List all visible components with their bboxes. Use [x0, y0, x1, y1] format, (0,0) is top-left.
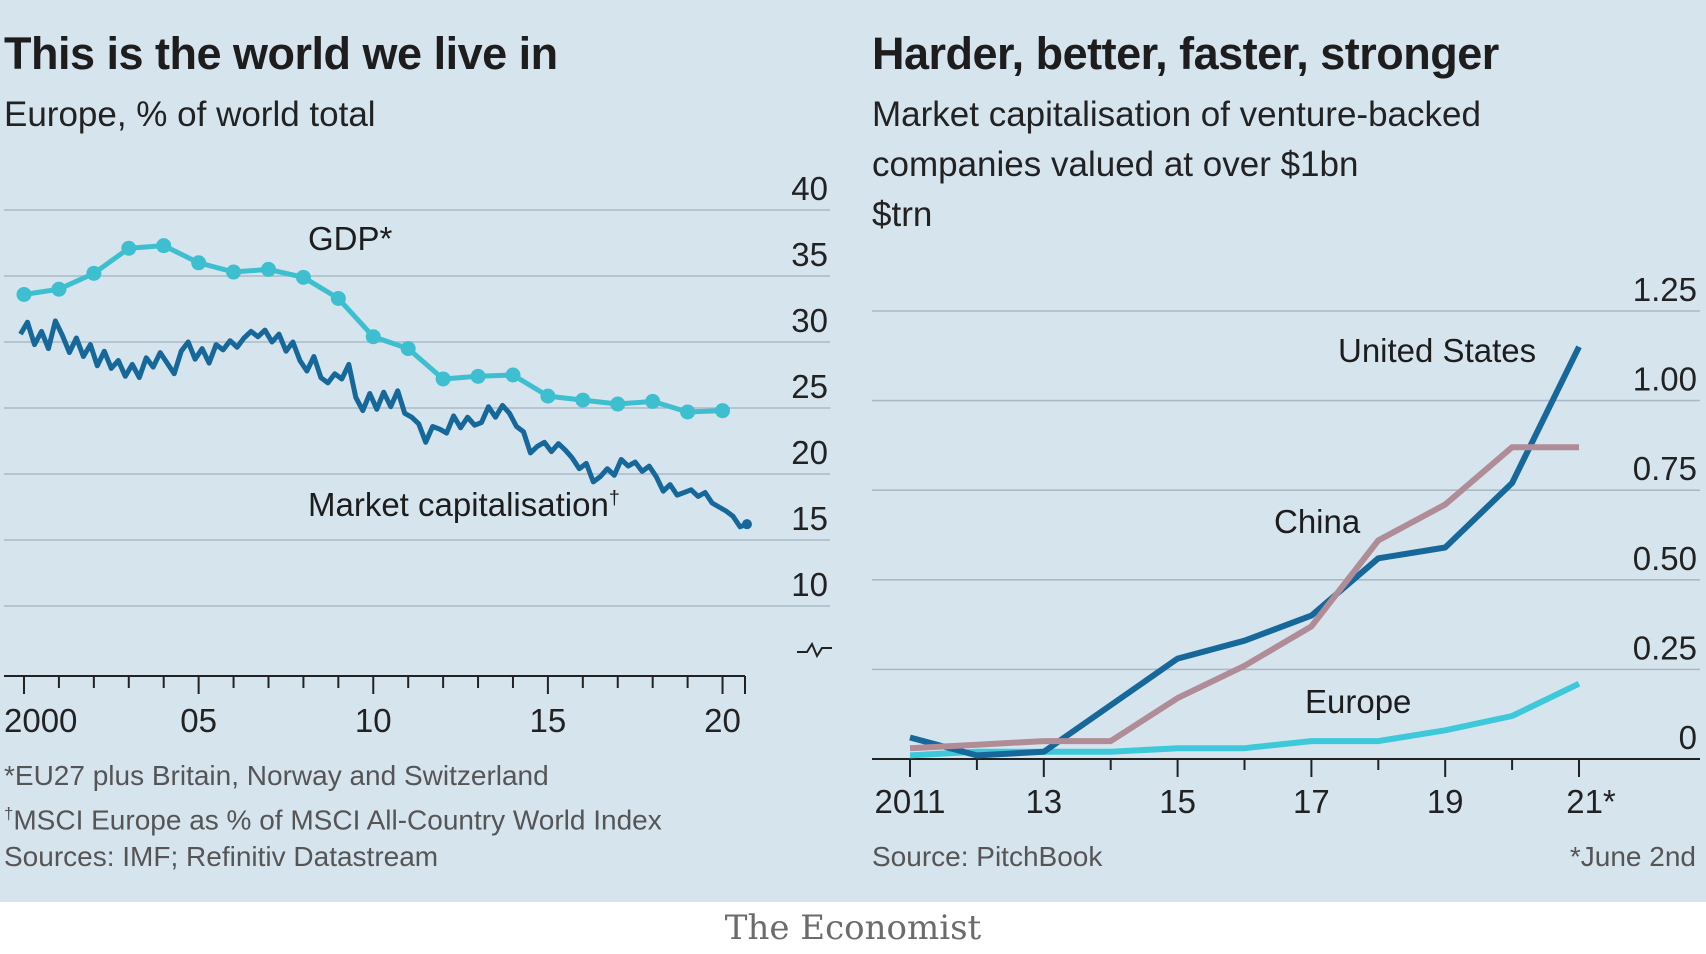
left-footnote-1: *EU27 plus Britain, Norway and Switzerla… — [4, 760, 549, 791]
left-y-tick-label: 35 — [791, 236, 828, 273]
europe-series-label: Europe — [1305, 683, 1412, 720]
gdp-line — [23, 243, 723, 415]
gdp-point — [365, 329, 381, 345]
right-source: Source: PitchBook — [872, 841, 1103, 872]
dagger-mark: † — [608, 487, 620, 509]
brand-footer: The Economist — [724, 908, 982, 948]
right-x-tick-label: 2011 — [875, 783, 946, 820]
right-x-tick-label: 17 — [1293, 783, 1330, 820]
gdp-point — [645, 393, 661, 409]
gdp-point — [295, 269, 311, 285]
gdp-series-label: GDP* — [308, 220, 393, 257]
left-x-tick-label: 15 — [530, 702, 567, 739]
left-x-tick-label: 2000 — [4, 702, 77, 739]
united-states-line — [909, 345, 1582, 759]
gdp-point — [400, 341, 416, 357]
gdp-point — [156, 238, 172, 254]
right-y-tick-label: 0.50 — [1633, 540, 1697, 577]
right-x-tick-label: 13 — [1025, 783, 1062, 820]
gdp-point — [610, 396, 626, 412]
gdp-point — [575, 392, 591, 408]
date-footnote: *June 2nd — [1569, 841, 1696, 872]
right-y-tick-label: 0.25 — [1633, 629, 1697, 666]
left-footnote-2: †MSCI Europe as % of MSCI All-Country Wo… — [4, 795, 662, 839]
left-x-tick-label: 20 — [704, 702, 741, 739]
chart-panel: 40 35 30 25 20 15 10 2000 05 10 15 20 1.25 1.00 0.75 0.… — [0, 0, 1706, 902]
gdp-point — [260, 261, 276, 277]
gdp-point — [226, 264, 242, 280]
right-chart-subtitle-line2: companies valued at over $1bn — [872, 145, 1359, 184]
right-y-tick-label: 0.75 — [1633, 450, 1697, 487]
market-cap-line — [18, 318, 748, 530]
china-series-label: China — [1274, 503, 1361, 540]
gdp-point — [435, 371, 451, 387]
chart-canvas: 40 35 30 25 20 15 10 2000 05 10 15 20 1.25 1.00 0.75 0.… — [4, 170, 1700, 820]
gdp-point — [680, 404, 696, 420]
china-line — [909, 444, 1579, 752]
gdp-point — [715, 403, 731, 419]
footnote-2-text: MSCI Europe as % of MSCI All-Country Wor… — [13, 804, 662, 836]
gdp-point — [16, 286, 32, 302]
left-y-tick-label: 25 — [791, 368, 828, 405]
us-series-label: United States — [1338, 332, 1537, 369]
right-y-tick-label: 0 — [1679, 719, 1697, 756]
gdp-point — [51, 281, 67, 297]
market-cap-end-point — [741, 519, 752, 530]
market-cap-label-text: Market capitalisation — [308, 486, 609, 523]
left-y-tick-label: 15 — [791, 500, 828, 537]
right-x-tick-label: 19 — [1427, 783, 1464, 820]
left-chart-title: This is the world we live in — [4, 28, 558, 79]
right-y-tick-label: 1.25 — [1633, 271, 1697, 308]
left-chart-subtitle: Europe, % of world total — [4, 95, 376, 134]
left-y-tick-label: 10 — [791, 566, 828, 603]
footnote-dagger: † — [4, 804, 14, 823]
gdp-point — [540, 388, 556, 404]
left-x-tick-label: 10 — [355, 702, 392, 739]
gdp-point — [191, 255, 207, 271]
right-x-tick-label: 15 — [1159, 783, 1196, 820]
market-cap-series-label: Market capitalisation† — [308, 486, 620, 524]
right-x-tick-label: 21* — [1566, 783, 1616, 820]
axis-break-icon — [797, 641, 832, 659]
gdp-point — [470, 368, 486, 384]
gdp-point — [121, 240, 137, 256]
left-y-tick-label: 40 — [791, 170, 828, 207]
right-chart-title: Harder, better, faster, stronger — [872, 28, 1499, 79]
left-y-tick-label: 20 — [791, 434, 828, 471]
gdp-point — [330, 290, 346, 306]
left-sources: Sources: IMF; Refinitiv Datastream — [4, 841, 439, 872]
left-y-tick-label: 30 — [791, 302, 828, 339]
gdp-point — [86, 265, 102, 281]
gdp-point — [505, 367, 521, 383]
right-y-tick-label: 1.00 — [1633, 361, 1697, 398]
right-chart-subtitle-line1: Market capitalisation of venture-backed — [872, 95, 1481, 134]
right-chart-unit: $trn — [872, 195, 933, 234]
left-x-tick-label: 05 — [180, 702, 217, 739]
